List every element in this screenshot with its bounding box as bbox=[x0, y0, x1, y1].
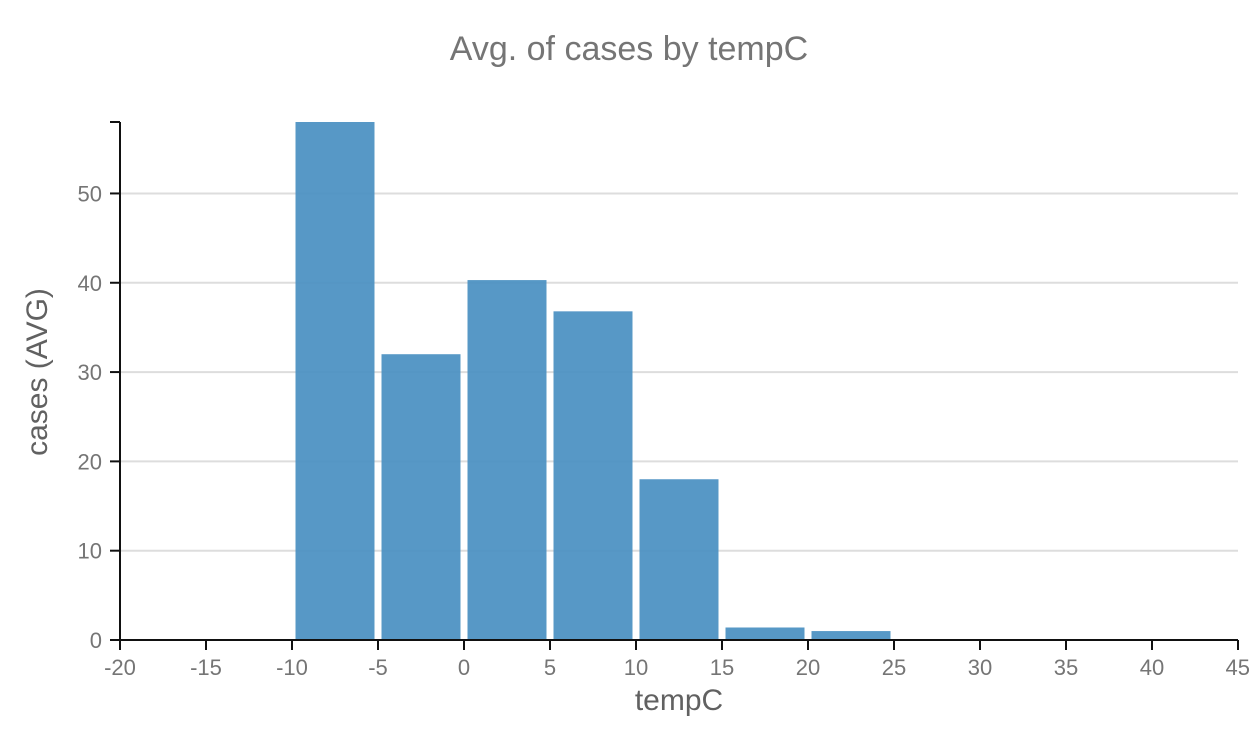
x-axis-label: tempC bbox=[635, 684, 723, 717]
x-tick-label--5: -5 bbox=[368, 655, 388, 680]
x-tick-label-45: 45 bbox=[1226, 655, 1250, 680]
bar-3[interactable] bbox=[381, 354, 461, 640]
y-tick-label-20: 20 bbox=[78, 449, 102, 474]
y-tick-label-30: 30 bbox=[78, 360, 102, 385]
x-tick-label-15: 15 bbox=[710, 655, 734, 680]
bar-5[interactable] bbox=[553, 311, 633, 640]
bar-2[interactable] bbox=[295, 122, 375, 640]
x-axis-ticks: -20 -15 -10 -5 0 5 10 15 20 25 30 35 40 45 bbox=[104, 640, 1250, 680]
x-tick-label-0: 0 bbox=[458, 655, 470, 680]
x-tick-label-30: 30 bbox=[968, 655, 992, 680]
x-tick-label-35: 35 bbox=[1054, 655, 1078, 680]
x-tick-label-20: 20 bbox=[796, 655, 820, 680]
axes bbox=[119, 122, 1238, 641]
x-tick-label-5: 5 bbox=[544, 655, 556, 680]
bar-7[interactable] bbox=[725, 627, 805, 640]
x-tick-label-10: 10 bbox=[624, 655, 648, 680]
y-tick-label-40: 40 bbox=[78, 271, 102, 296]
y-tick-label-50: 50 bbox=[78, 181, 102, 206]
chart-title: Avg. of cases by tempC bbox=[450, 30, 808, 68]
y-tick-label-10: 10 bbox=[78, 539, 102, 564]
x-tick-label--10: -10 bbox=[276, 655, 308, 680]
y-tick-label-0: 0 bbox=[90, 628, 102, 653]
x-tick-label--15: -15 bbox=[190, 655, 222, 680]
bars bbox=[123, 122, 977, 640]
bar-8[interactable] bbox=[811, 631, 891, 640]
y-axis-label: cases (AVG) bbox=[21, 288, 54, 456]
x-tick-label-40: 40 bbox=[1140, 655, 1164, 680]
x-tick-label-25: 25 bbox=[882, 655, 906, 680]
y-axis-ticks: 0 10 20 30 40 50 bbox=[78, 121, 120, 653]
bar-6[interactable] bbox=[639, 479, 719, 640]
bar-4[interactable] bbox=[467, 280, 547, 640]
x-tick-label--20: -20 bbox=[104, 655, 136, 680]
